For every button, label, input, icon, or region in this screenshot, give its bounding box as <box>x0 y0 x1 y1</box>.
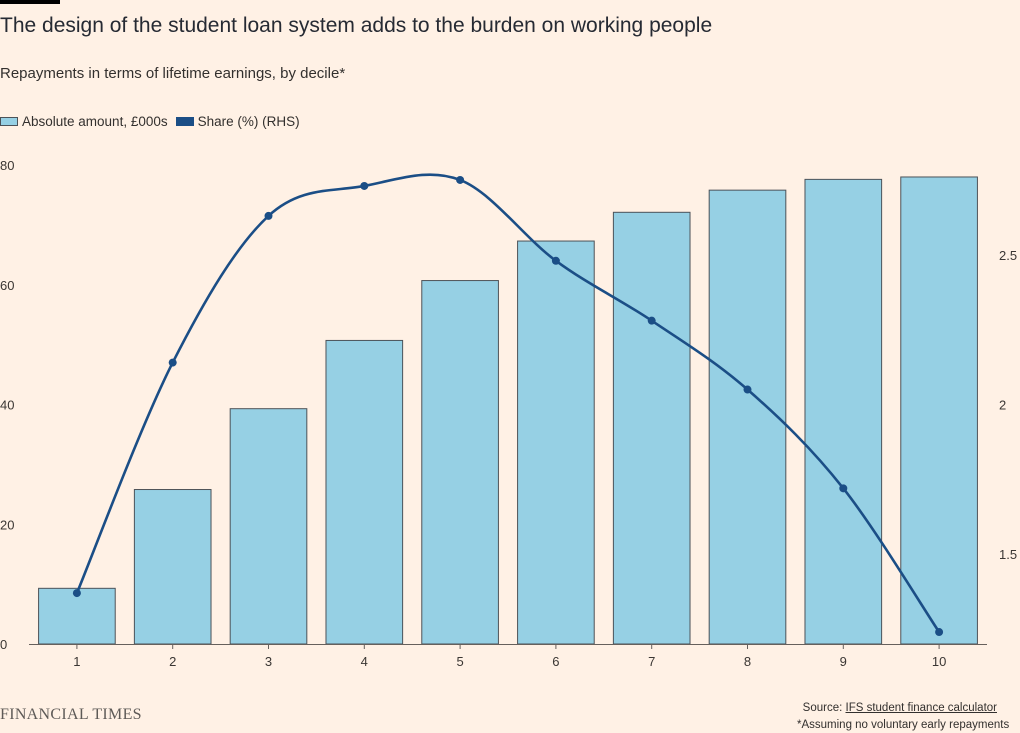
x-tick-label-9: 9 <box>840 654 847 669</box>
y-right-tick-label-0: 1.5 <box>999 547 1017 562</box>
x-tick-label-10: 10 <box>932 654 946 669</box>
footnote: *Assuming no voluntary early repayments <box>797 719 1010 731</box>
share-point-2 <box>168 358 177 367</box>
x-tick-label-6: 6 <box>552 654 559 669</box>
bar-6 <box>517 240 595 645</box>
share-point-6 <box>551 256 560 265</box>
share-point-10 <box>935 628 944 637</box>
y-left-tick-label-0: 0 <box>0 637 7 652</box>
bar-8 <box>708 189 787 645</box>
legend-label-line: Share (%) (RHS) <box>197 114 300 129</box>
y-left-tick-label-4: 80 <box>0 158 14 173</box>
y-right-tick-label-2: 2.5 <box>999 248 1017 263</box>
bar-1 <box>38 587 116 645</box>
x-tick-label-1: 1 <box>73 654 80 669</box>
right-axis: 1.5 2 2.5 <box>999 248 1017 562</box>
chart-subtitle: Repayments in terms of lifetime earnings… <box>0 65 346 82</box>
legend-item-line: Share (%) (RHS) <box>175 114 300 129</box>
ft-logo: FINANCIAL TIMES <box>0 706 142 723</box>
bar-5 <box>421 280 499 645</box>
share-point-1 <box>72 589 81 598</box>
x-tick-label-4: 4 <box>361 654 368 669</box>
share-point-8 <box>743 385 752 394</box>
x-tick-label-3: 3 <box>265 654 272 669</box>
bar-7 <box>612 211 691 645</box>
source-link[interactable]: IFS student finance calculator <box>845 702 998 714</box>
share-point-7 <box>647 316 656 325</box>
bar-3 <box>229 408 308 645</box>
share-point-9 <box>839 484 848 493</box>
share-point-3 <box>264 211 273 220</box>
share-point-5 <box>456 175 465 184</box>
y-left-tick-label-3: 60 <box>0 278 14 293</box>
brand-topbar <box>0 0 60 4</box>
share-line <box>75 173 941 633</box>
x-tick-label-5: 5 <box>456 654 463 669</box>
y-left-tick-label-2: 40 <box>0 398 14 413</box>
share-point-4 <box>360 181 369 190</box>
line-series <box>72 173 944 637</box>
combo-chart: 0 20 40 60 80 1.5 2 2.5 1 2 3 4 5 6 7 8 9 10 <box>0 158 1017 669</box>
bar-10 <box>900 176 978 645</box>
bar-series <box>38 176 978 645</box>
bar-2 <box>133 489 212 645</box>
left-axis: 0 20 40 60 80 <box>0 158 14 652</box>
source-prefix: Source: <box>802 702 846 714</box>
x-tick-label-8: 8 <box>744 654 751 669</box>
chart-title: The design of the student loan system ad… <box>0 14 713 37</box>
legend-item-bar: Absolute amount, £000s <box>0 114 168 129</box>
y-left-tick-label-1: 20 <box>0 517 14 532</box>
source-line: Source: IFS student finance calculator <box>803 702 997 714</box>
bar-4 <box>325 339 404 645</box>
legend: Absolute amount, £000s Share (%) (RHS) <box>0 114 308 129</box>
x-axis: 1 2 3 4 5 6 7 8 9 10 <box>29 644 987 669</box>
bar-9 <box>804 178 883 645</box>
legend-swatch-bar <box>0 117 18 126</box>
x-tick-label-7: 7 <box>648 654 655 669</box>
x-tick-label-2: 2 <box>169 654 176 669</box>
y-right-tick-label-1: 2 <box>999 398 1006 413</box>
legend-swatch-line <box>175 117 194 126</box>
legend-label-bar: Absolute amount, £000s <box>22 114 168 129</box>
